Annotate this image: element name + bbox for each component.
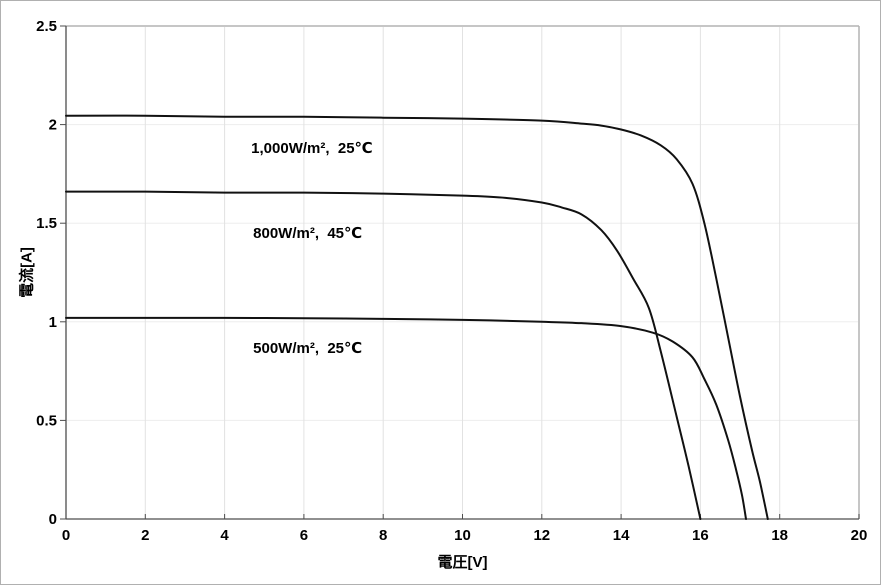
x-tick-label: 12 [533, 527, 550, 544]
y-tick-label: 0.5 [36, 412, 57, 429]
curve-1000w-25c [65, 114, 769, 520]
x-tick-label: 4 [220, 527, 229, 544]
y-tick-label: 2.5 [36, 18, 57, 35]
y-tick-label: 0 [49, 511, 57, 528]
annotation-500w-25c: 500W/m², 25℃ [253, 340, 363, 357]
x-tick-label: 16 [692, 527, 709, 544]
x-axis-title: 電圧[V] [437, 554, 488, 571]
annotation-1000w-25c: 1,000W/m², 25℃ [251, 140, 373, 158]
curve-500w-25c [65, 316, 747, 520]
x-tick-label: 20 [851, 527, 868, 544]
x-tick-label: 0 [62, 527, 70, 544]
x-tick-label: 8 [379, 527, 387, 544]
y-axis-title: 電流[A] [18, 247, 36, 298]
curve-800w-45c [65, 190, 702, 520]
x-tick-label: 6 [300, 527, 308, 544]
y-tick-label: 1 [49, 314, 57, 331]
x-tick-label: 2 [141, 527, 149, 544]
y-tick-label: 2 [49, 117, 57, 134]
y-tick-label: 1.5 [36, 215, 57, 232]
x-tick-label: 14 [613, 527, 630, 544]
x-tick-label: 18 [771, 527, 788, 544]
annotation-800w-45c: 800W/m², 45℃ [253, 225, 363, 243]
x-tick-label: 10 [454, 527, 471, 544]
